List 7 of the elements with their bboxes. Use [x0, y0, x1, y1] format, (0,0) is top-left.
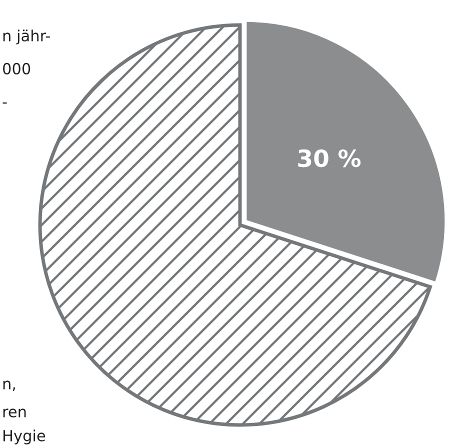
- text: n jähr-: [3, 30, 50, 44]
- text: ren: [3, 408, 26, 418]
- text: Hygie: [4, 430, 46, 444]
- text: 000: [3, 62, 30, 74]
- text: -: [2, 102, 7, 104]
- text: n,: [3, 380, 16, 391]
- data-label: 30 %: [298, 149, 361, 168]
